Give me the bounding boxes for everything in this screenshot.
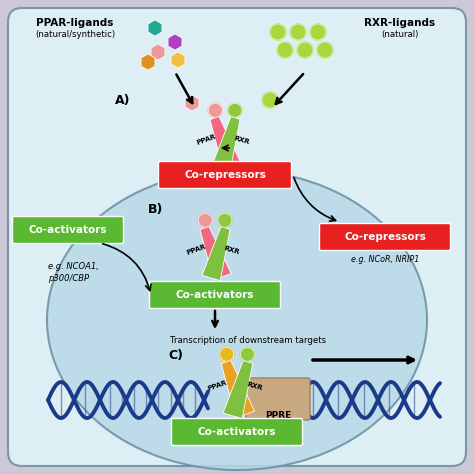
Text: PPRE: PPRE xyxy=(265,410,291,419)
Text: Co-repressors: Co-repressors xyxy=(344,232,426,242)
Polygon shape xyxy=(202,227,230,281)
Circle shape xyxy=(317,42,333,58)
Text: Transcription of downstream targets: Transcription of downstream targets xyxy=(170,336,326,345)
Polygon shape xyxy=(212,117,240,171)
Circle shape xyxy=(228,103,242,117)
Circle shape xyxy=(270,24,286,40)
Text: PPAR: PPAR xyxy=(196,134,217,146)
Circle shape xyxy=(198,213,212,228)
Text: Co-activators: Co-activators xyxy=(176,290,254,300)
FancyBboxPatch shape xyxy=(246,378,310,420)
Text: PPAR: PPAR xyxy=(186,244,207,256)
Polygon shape xyxy=(210,117,241,170)
Polygon shape xyxy=(200,227,231,280)
Text: e.g. NCoR, NRIP1: e.g. NCoR, NRIP1 xyxy=(351,255,419,264)
Text: Co-activators: Co-activators xyxy=(29,225,107,235)
Text: Co-repressors: Co-repressors xyxy=(184,170,266,180)
Text: e.g. NCOA1,: e.g. NCOA1, xyxy=(48,262,99,271)
FancyBboxPatch shape xyxy=(149,282,281,309)
Text: p300/CBP: p300/CBP xyxy=(48,274,89,283)
Text: (natural/synthetic): (natural/synthetic) xyxy=(35,30,115,39)
Circle shape xyxy=(277,42,293,58)
Text: (natural): (natural) xyxy=(381,30,419,39)
Text: RXR: RXR xyxy=(223,246,240,255)
FancyBboxPatch shape xyxy=(158,162,292,189)
Circle shape xyxy=(262,92,278,108)
FancyBboxPatch shape xyxy=(319,224,450,250)
Text: PPAR-ligands: PPAR-ligands xyxy=(36,18,114,28)
Text: B): B) xyxy=(148,203,164,217)
Circle shape xyxy=(220,347,234,361)
FancyBboxPatch shape xyxy=(8,8,466,466)
Text: A): A) xyxy=(115,93,130,107)
Text: C): C) xyxy=(168,348,183,362)
Circle shape xyxy=(297,42,313,58)
Circle shape xyxy=(208,103,222,117)
Ellipse shape xyxy=(47,170,427,470)
Circle shape xyxy=(290,24,306,40)
FancyBboxPatch shape xyxy=(172,419,302,446)
Circle shape xyxy=(240,347,255,361)
Text: RXR: RXR xyxy=(233,136,251,146)
FancyBboxPatch shape xyxy=(12,217,124,244)
Circle shape xyxy=(310,24,326,40)
Text: PPAR: PPAR xyxy=(207,379,228,392)
Polygon shape xyxy=(223,361,253,419)
Polygon shape xyxy=(221,360,255,418)
Text: RXR-ligands: RXR-ligands xyxy=(365,18,436,28)
Text: Co-activators: Co-activators xyxy=(198,427,276,437)
Circle shape xyxy=(218,213,232,228)
Text: RXR: RXR xyxy=(246,381,264,392)
